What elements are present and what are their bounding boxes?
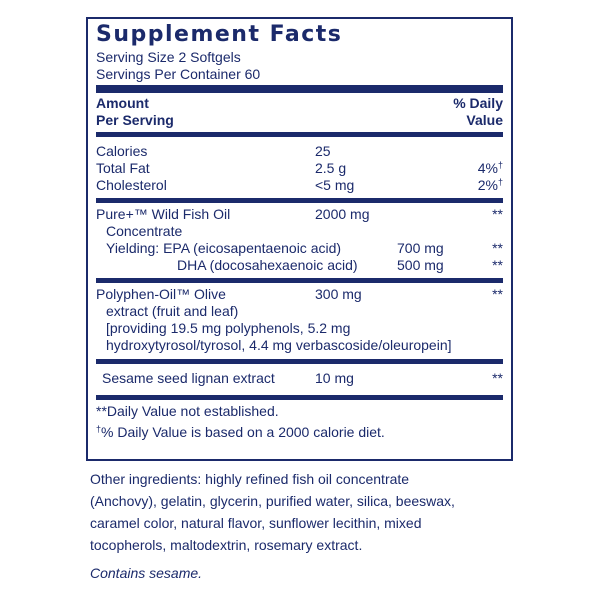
dha-amount: 500 mg: [397, 257, 444, 273]
fish-oil-row: Pure+™ Wild Fish Oil 2000 mg **: [96, 206, 503, 223]
ingredient-amount: 10 mg: [315, 370, 354, 386]
ingredient-detail: [providing 19.5 mg polyphenols, 5.2 mg: [106, 320, 351, 336]
nutrient-name: Cholesterol: [96, 177, 167, 193]
supplement-facts-panel: Supplement Facts Serving Size 2 Softgels…: [86, 17, 513, 461]
ingredient-detail: hydroxytyrosol/tyrosol, 4.4 mg verbascos…: [106, 337, 452, 353]
cholesterol-row: Cholesterol <5 mg 2%†: [96, 177, 503, 194]
nutrient-dv: 4%†: [477, 160, 503, 176]
panel-title: Supplement Facts: [96, 22, 343, 47]
ingredient-dv: **: [492, 286, 503, 302]
olive-row: Polyphen-Oil™ Olive 300 mg **: [96, 286, 503, 303]
dha-row: DHA (docosahexaenoic acid) 500 mg **: [96, 257, 503, 274]
ingredient-name: Pure+™ Wild Fish Oil: [96, 206, 231, 222]
servings-per-container: Servings Per Container 60: [96, 66, 261, 82]
ingredient-amount: 2000 mg: [315, 206, 370, 222]
ingredient-name-cont: extract (fruit and leaf): [106, 303, 239, 319]
epa-amount: 700 mg: [397, 240, 444, 256]
dha-dv: **: [492, 257, 503, 273]
other-ingredients-line: (Anchovy), gelatin, glycerin, purified w…: [90, 493, 455, 509]
nutrient-amount: 25: [315, 143, 331, 159]
total-fat-row: Total Fat 2.5 g 4%†: [96, 160, 503, 177]
value-header: Value: [466, 112, 503, 128]
note-calorie-diet: †% Daily Value is based on a 2000 calori…: [96, 424, 385, 440]
divider-thick: [96, 85, 503, 93]
divider: [96, 395, 503, 400]
note-dv-not-established: **Daily Value not established.: [96, 403, 279, 419]
ingredient-dv: **: [492, 206, 503, 222]
allergen-statement: Contains sesame.: [90, 565, 203, 581]
other-ingredients: Other ingredients: highly refined fish o…: [90, 468, 510, 556]
sesame-row: Sesame seed lignan extract 10 mg **: [96, 370, 503, 387]
ingredient-name: Polyphen-Oil™ Olive: [96, 286, 226, 302]
nutrient-name: Calories: [96, 143, 148, 159]
nutrient-amount: <5 mg: [315, 177, 355, 193]
other-ingredients-line: Other ingredients: highly refined fish o…: [90, 471, 410, 487]
epa-dv: **: [492, 240, 503, 256]
fish-oil-row-2: Concentrate: [96, 223, 503, 240]
serving-size: Serving Size 2 Softgels: [96, 49, 241, 65]
divider: [96, 359, 503, 364]
dv-header: % Daily: [453, 95, 503, 111]
ingredient-name: Sesame seed lignan extract: [102, 370, 275, 386]
nutrient-name: Total Fat: [96, 160, 150, 176]
divider: [96, 198, 503, 203]
ingredient-dv: **: [492, 370, 503, 386]
olive-detail-2: hydroxytyrosol/tyrosol, 4.4 mg verbascos…: [96, 337, 503, 354]
epa-label: Yielding: EPA (eicosapentaenoic acid): [106, 240, 342, 256]
per-serving-header: Per Serving: [96, 112, 174, 128]
epa-row: Yielding: EPA (eicosapentaenoic acid) 70…: [96, 240, 503, 257]
other-ingredients-line: tocopherols, maltodextrin, rosemary extr…: [90, 537, 363, 553]
nutrient-dv: 2%†: [477, 177, 503, 193]
header-row-2: Per Serving Value: [96, 112, 503, 129]
ingredient-name-cont: Concentrate: [106, 223, 183, 239]
amount-header: Amount: [96, 95, 149, 111]
calories-row: Calories 25: [96, 143, 503, 160]
olive-detail-1: [providing 19.5 mg polyphenols, 5.2 mg: [96, 320, 503, 337]
nutrient-amount: 2.5 g: [315, 160, 347, 176]
header-row-1: Amount % Daily: [96, 95, 503, 112]
other-ingredients-line: caramel color, natural flavor, sunflower…: [90, 515, 422, 531]
divider-header: [96, 132, 503, 137]
ingredient-amount: 300 mg: [315, 286, 362, 302]
divider: [96, 278, 503, 283]
dha-label: DHA (docosahexaenoic acid): [177, 257, 358, 273]
olive-row-2: extract (fruit and leaf): [96, 303, 503, 320]
